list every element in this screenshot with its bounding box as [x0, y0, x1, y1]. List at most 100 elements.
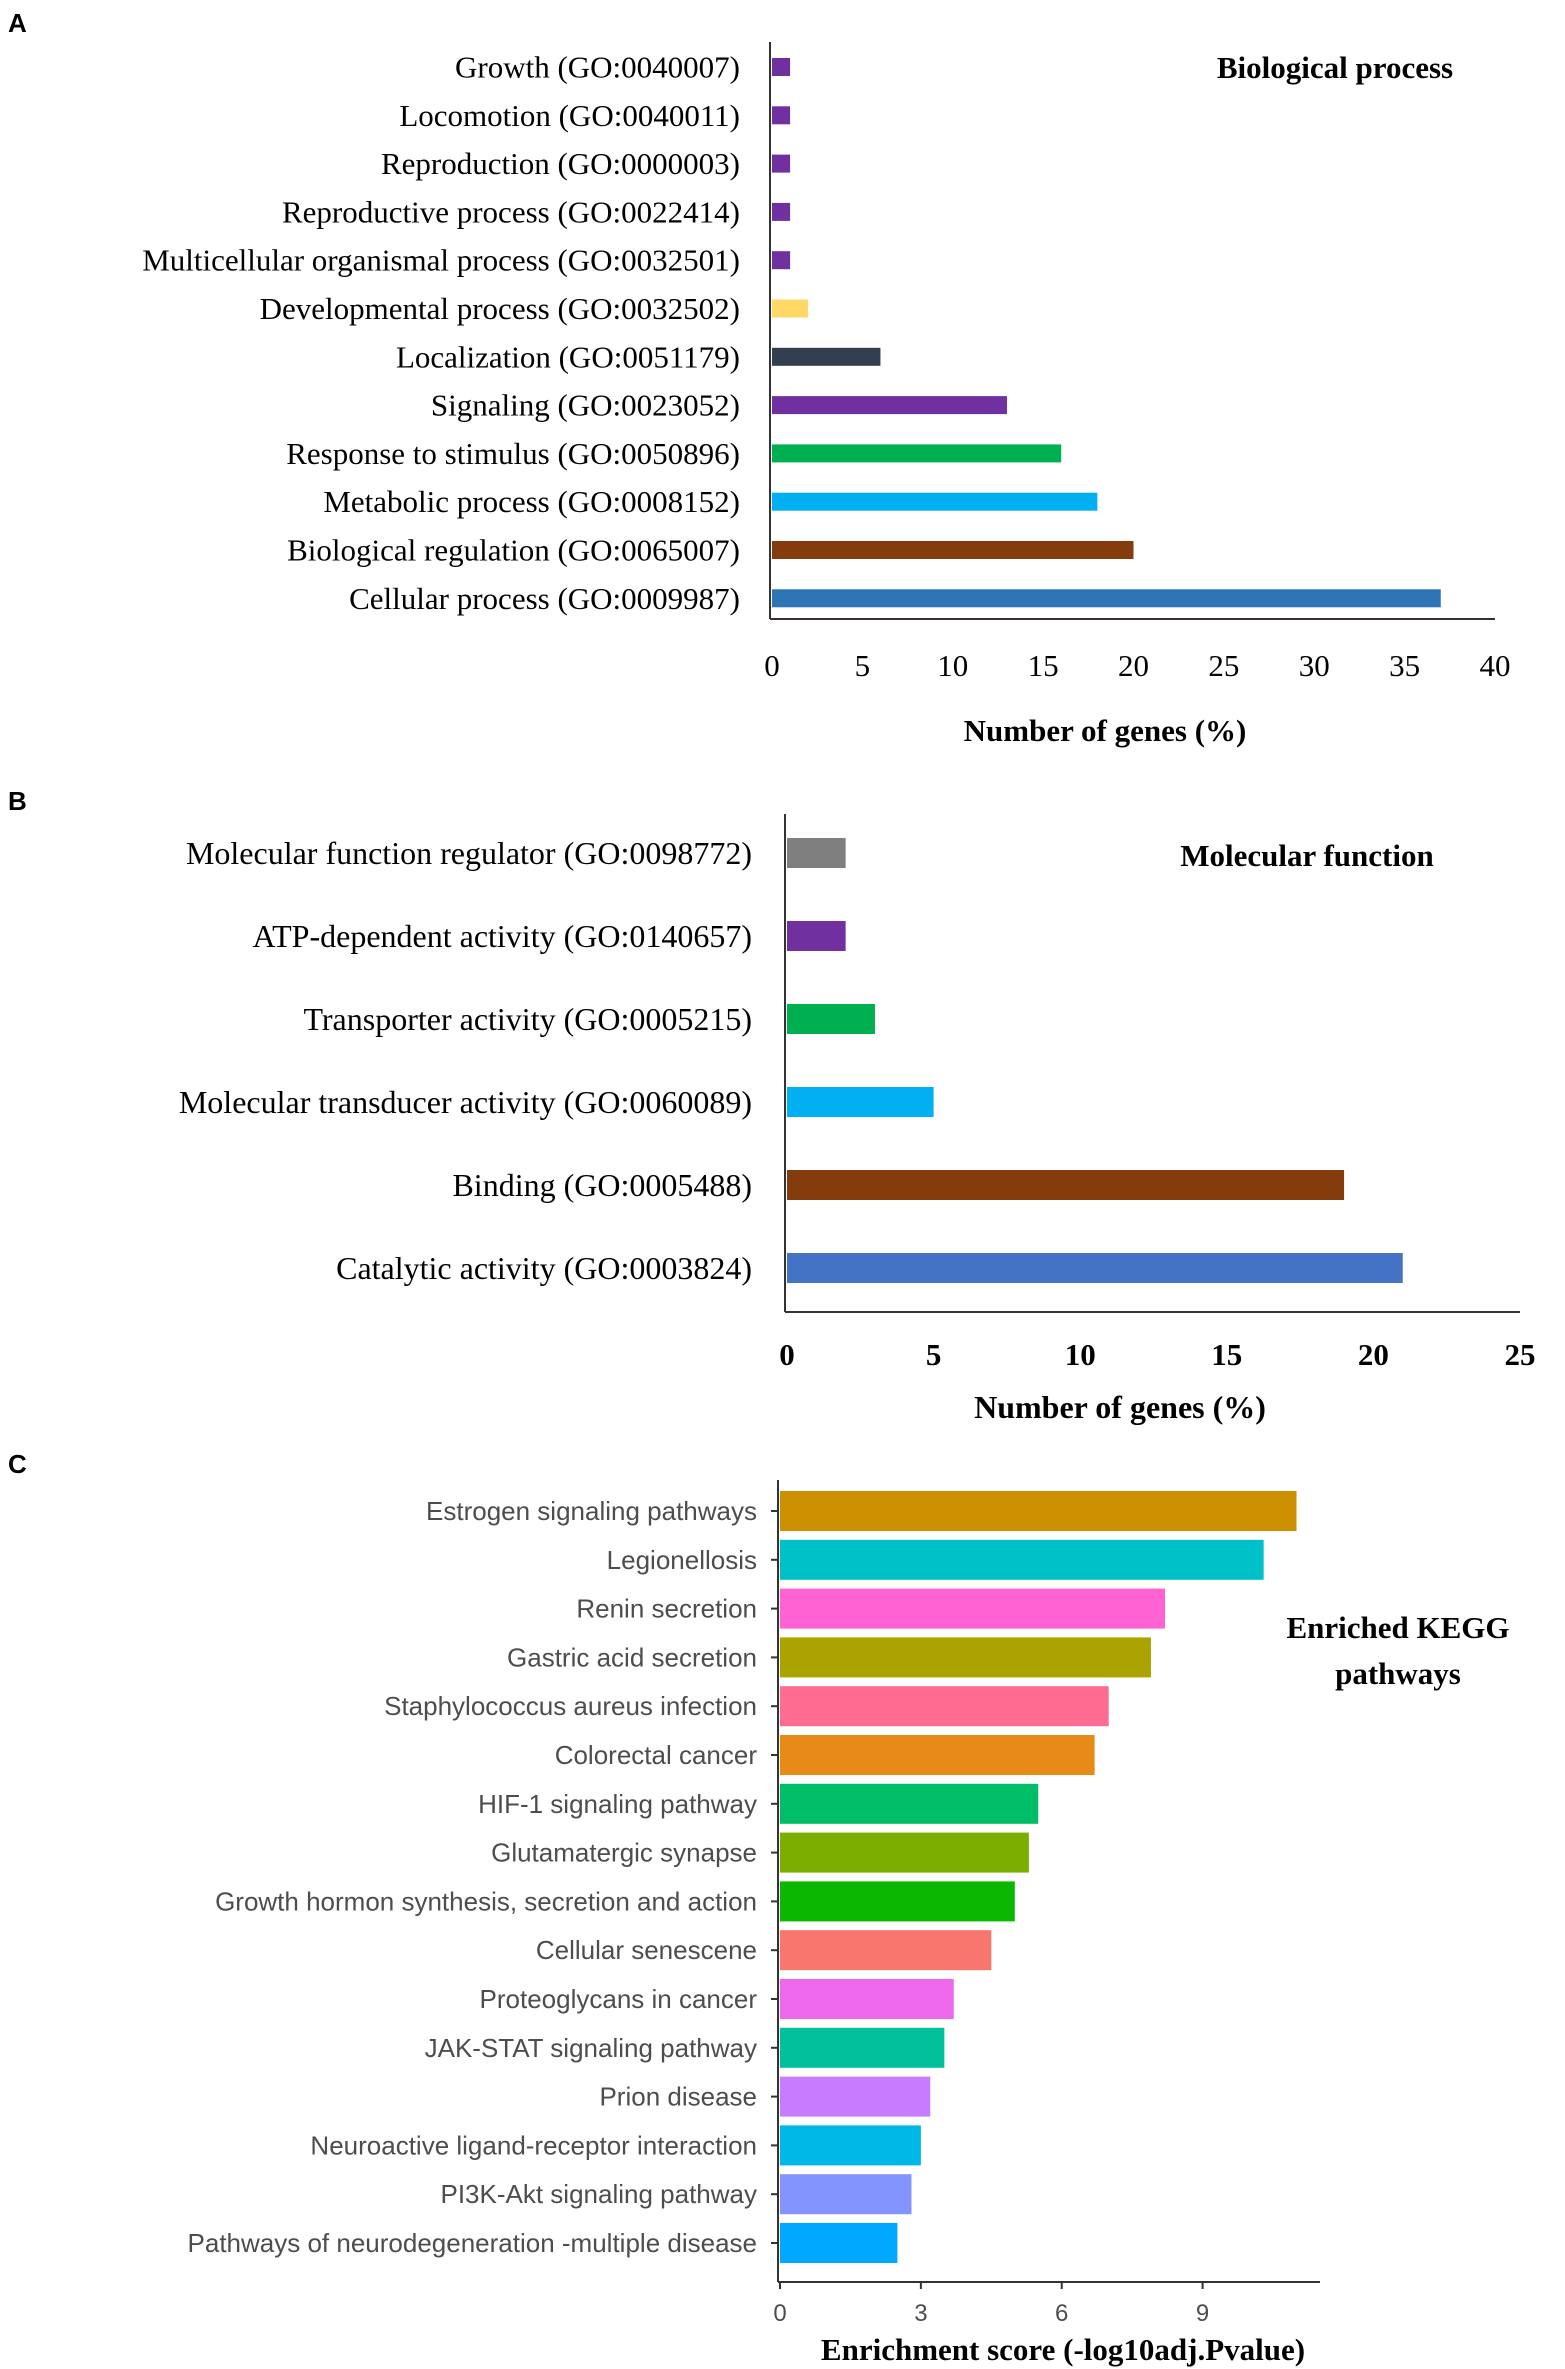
category-label: Metabolic process (GO:0008152) — [323, 484, 740, 519]
category-label: Binding (GO:0005488) — [452, 1167, 752, 1203]
category-label: Catalytic activity (GO:0003824) — [336, 1250, 752, 1286]
bar — [780, 1881, 1015, 1922]
category-label: Cellular senescene — [536, 1935, 757, 1965]
x-tick-label: 0 — [779, 1337, 795, 1372]
category-label: Multicellular organismal process (GO:003… — [142, 243, 740, 278]
x-tick-label: 10 — [1065, 1337, 1096, 1372]
bar — [772, 396, 1007, 415]
category-label: Neuroactive ligand-receptor interaction — [310, 2130, 757, 2160]
x-tick-label: 15 — [1211, 1337, 1242, 1372]
bar — [780, 1930, 992, 1971]
bar — [780, 1588, 1166, 1629]
bar — [787, 1004, 875, 1034]
bar — [780, 1735, 1095, 1775]
x-tick-label: 6 — [1055, 2300, 1068, 2327]
category-label: Growth hormon synthesis, secretion and a… — [215, 1886, 757, 1916]
category-label: HIF-1 signaling pathway — [478, 1789, 757, 1819]
x-tick-label: 30 — [1299, 648, 1330, 683]
category-label: Molecular transducer activity (GO:006008… — [179, 1084, 752, 1120]
panel-biological-process: A Growth (GO:0040007) Locomotion (GO:00400… — [8, 8, 1511, 748]
category-label: Prion disease — [599, 2082, 757, 2112]
bar — [772, 106, 791, 125]
bar — [772, 202, 791, 221]
x-tick-label: 35 — [1389, 648, 1420, 683]
x-tick-label: 3 — [914, 2300, 927, 2327]
category-label: ATP-dependent activity (GO:0140657) — [253, 918, 752, 954]
category-label: Response to stimulus (GO:0050896) — [286, 436, 740, 471]
bar — [772, 492, 1098, 511]
x-tick-label: 40 — [1480, 648, 1511, 683]
x-tick-label: 9 — [1196, 2300, 1209, 2327]
x-tick-label: 25 — [1505, 1337, 1536, 1372]
bar — [780, 1783, 1039, 1824]
x-tick-label: 20 — [1358, 1337, 1389, 1372]
category-label: Staphylococcus aureus infection — [384, 1691, 757, 1721]
category-label: Molecular function regulator (GO:0098772… — [186, 835, 752, 871]
panel-letter: C — [8, 1449, 27, 1479]
bar — [772, 299, 809, 318]
x-tick-label: 0 — [764, 648, 780, 683]
category-label: PI3K-Akt signaling pathway — [440, 2179, 757, 2209]
bar — [780, 1832, 1029, 1873]
category-label: Biological regulation (GO:0065007) — [287, 533, 740, 568]
x-tick-label: 15 — [1028, 648, 1059, 683]
category-label: Developmental process (GO:0032502) — [260, 291, 740, 326]
category-label: Cellular process (GO:0009987) — [349, 581, 740, 616]
category-label: Transporter activity (GO:0005215) — [303, 1001, 752, 1037]
x-tick-label: 20 — [1118, 648, 1149, 683]
panel-letter: B — [8, 786, 27, 816]
chart-title: Enriched KEGG pathways — [1286, 1610, 1509, 1691]
x-tick-label: 5 — [926, 1337, 942, 1372]
category-label: Colorectal cancer — [555, 1740, 758, 1770]
bar — [787, 838, 846, 868]
x-tick-label: 10 — [937, 648, 968, 683]
chart-title: Molecular function — [1180, 838, 1433, 873]
bar — [780, 2076, 931, 2117]
panel-molecular-function: B Molecular function regulator (GO:009877… — [8, 786, 1536, 1425]
chart-title-line: Enriched KEGG — [1286, 1610, 1509, 1645]
category-label: Reproduction (GO:0000003) — [381, 146, 740, 181]
x-tick-label: 25 — [1208, 648, 1239, 683]
category-label: Signaling (GO:0023052) — [431, 388, 740, 423]
bar — [772, 444, 1062, 463]
category-label: Pathways of neurodegeneration -multiple … — [188, 2228, 757, 2258]
bar — [787, 1170, 1345, 1200]
bar — [772, 589, 1441, 608]
x-axis-label: Number of genes (%) — [964, 713, 1247, 748]
bar — [780, 1637, 1151, 1678]
bar — [780, 2223, 898, 2263]
bar — [772, 347, 881, 366]
category-label: Growth (GO:0040007) — [455, 50, 740, 85]
bar — [772, 541, 1134, 559]
x-axis-label: Number of genes (%) — [974, 1389, 1266, 1425]
category-label: Localization (GO:0051179) — [396, 339, 740, 374]
bar — [780, 2174, 912, 2215]
bar — [787, 921, 846, 951]
bar — [787, 1087, 934, 1117]
category-label: Reproductive process (GO:0022414) — [282, 194, 740, 229]
category-label: Proteoglycans in cancer — [480, 1984, 758, 2014]
bar — [780, 1979, 954, 2019]
bar — [772, 251, 791, 270]
panel-kegg-pathways: C Estrogen signaling pathways Legionellosi… — [8, 1449, 1510, 2367]
chart-title-line: pathways — [1335, 1656, 1461, 1691]
x-tick-label: 5 — [855, 648, 871, 683]
bar — [787, 1253, 1403, 1283]
chart-title: Biological process — [1217, 50, 1453, 85]
panel-letter: A — [8, 8, 27, 38]
bar — [772, 58, 791, 76]
x-axis-label: Enrichment score (-log10adj.Pvalue) — [821, 2332, 1305, 2367]
category-label: JAK-STAT signaling pathway — [425, 2033, 757, 2063]
bar — [780, 2027, 945, 2068]
bar — [780, 1539, 1264, 1580]
bar — [772, 154, 791, 173]
category-label: Gastric acid secretion — [507, 1642, 757, 1672]
category-label: Estrogen signaling pathways — [426, 1496, 757, 1526]
bar — [780, 1491, 1297, 1531]
x-tick-label: 0 — [773, 2300, 786, 2327]
category-label: Glutamatergic synapse — [491, 1838, 757, 1868]
bar — [780, 1686, 1109, 1727]
bar — [780, 2125, 921, 2166]
category-label: Locomotion (GO:0040011) — [399, 98, 740, 133]
